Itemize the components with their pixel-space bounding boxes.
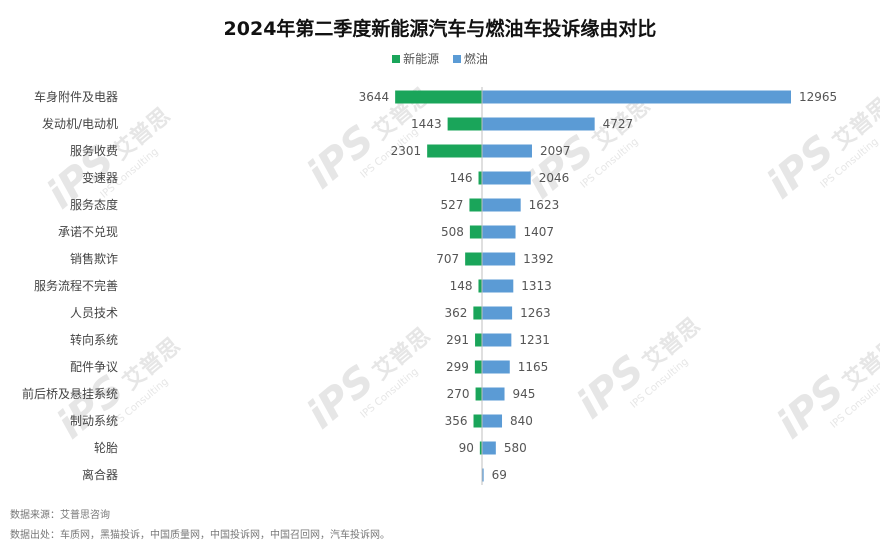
bar-new-energy[interactable] xyxy=(475,333,482,347)
data-label-fuel: 2046 xyxy=(539,171,570,185)
category-label: 制动系统 xyxy=(70,414,118,428)
bar-new-energy[interactable] xyxy=(427,144,482,158)
data-label-new-energy: 1443 xyxy=(411,117,442,131)
bar-fuel[interactable] xyxy=(482,441,496,455)
data-label-fuel: 1263 xyxy=(520,306,551,320)
bar-fuel[interactable] xyxy=(482,144,532,158)
data-label-new-energy: 3644 xyxy=(359,90,390,104)
data-label-new-energy: 299 xyxy=(446,360,469,374)
category-label: 销售欺诈 xyxy=(70,251,118,266)
bar-new-energy[interactable] xyxy=(469,198,482,212)
bar-fuel[interactable] xyxy=(482,225,516,239)
data-label-fuel: 1623 xyxy=(529,198,560,212)
category-label: 离合器 xyxy=(82,467,118,482)
category-label: 配件争议 xyxy=(70,360,118,374)
category-label: 车身附件及电器 xyxy=(34,89,118,104)
bar-new-energy[interactable] xyxy=(473,414,482,428)
data-label-fuel: 1407 xyxy=(524,225,555,239)
data-label-new-energy: 148 xyxy=(450,279,473,293)
legend-label-fuel: 燃油 xyxy=(463,52,488,66)
category-label: 服务收费 xyxy=(70,143,118,158)
footer-origin: 数据出处：车质网，黑猫投诉，中国质量网，中国投诉网，中国召回网，汽车投诉网。 xyxy=(10,530,390,541)
chart-legend: 新能源 燃油 xyxy=(0,50,880,67)
bar-fuel[interactable] xyxy=(482,360,510,374)
data-label-new-energy: 146 xyxy=(450,171,473,185)
bar-fuel[interactable] xyxy=(482,468,484,482)
data-label-fuel: 580 xyxy=(504,441,527,455)
data-label-fuel: 1313 xyxy=(521,279,552,293)
bar-new-energy[interactable] xyxy=(447,117,482,131)
category-label: 轮胎 xyxy=(94,441,118,455)
bar-new-energy[interactable] xyxy=(475,387,482,401)
legend-swatch-new-energy xyxy=(392,55,401,63)
data-label-fuel: 2097 xyxy=(540,144,571,158)
data-label-new-energy: 2301 xyxy=(391,144,422,158)
data-label-new-energy: 291 xyxy=(446,333,469,347)
data-label-new-energy: 270 xyxy=(447,387,470,401)
chart-title: 2024年第二季度新能源汽车与燃油车投诉缘由对比 xyxy=(223,18,657,40)
data-label-new-energy: 362 xyxy=(444,306,467,320)
bar-new-energy[interactable] xyxy=(395,90,482,104)
bar-fuel[interactable] xyxy=(482,414,503,428)
bar-fuel[interactable] xyxy=(482,90,791,104)
footer-source: 数据来源：艾普思咨询 xyxy=(10,510,110,521)
legend-item-new-energy[interactable]: 新能源 xyxy=(392,50,439,67)
legend-swatch-fuel xyxy=(452,55,461,63)
data-label-new-energy: 527 xyxy=(441,198,464,212)
bar-new-energy[interactable] xyxy=(478,279,482,293)
bar-fuel[interactable] xyxy=(482,306,513,320)
category-label: 变速器 xyxy=(82,170,118,185)
bar-fuel[interactable] xyxy=(482,198,521,212)
bar-new-energy[interactable] xyxy=(479,441,482,455)
bar-new-energy[interactable] xyxy=(473,306,482,320)
category-label: 前后桥及悬挂系统 xyxy=(22,386,118,401)
data-label-fuel: 945 xyxy=(513,387,536,401)
bar-fuel[interactable] xyxy=(482,117,595,131)
data-label-fuel: 1231 xyxy=(519,333,550,347)
data-label-fuel: 69 xyxy=(492,468,507,482)
data-label-fuel: 1165 xyxy=(518,360,549,374)
bar-fuel[interactable] xyxy=(482,333,512,347)
data-label-fuel: 1392 xyxy=(523,252,554,266)
category-label: 转向系统 xyxy=(70,332,118,347)
legend-item-fuel[interactable]: 燃油 xyxy=(452,50,488,67)
data-label-fuel: 12965 xyxy=(799,90,837,104)
bar-new-energy[interactable] xyxy=(469,225,482,239)
legend-label-new-energy: 新能源 xyxy=(403,52,440,66)
bar-fuel[interactable] xyxy=(482,252,516,266)
bar-new-energy[interactable] xyxy=(465,252,482,266)
bar-fuel[interactable] xyxy=(482,387,505,401)
data-label-new-energy: 508 xyxy=(441,225,464,239)
bar-fuel[interactable] xyxy=(482,171,531,185)
data-label-fuel: 4727 xyxy=(603,117,634,131)
bar-new-energy[interactable] xyxy=(474,360,482,374)
category-label: 服务态度 xyxy=(70,197,118,212)
category-label: 服务流程不完善 xyxy=(34,278,118,293)
data-label-new-energy: 707 xyxy=(436,252,459,266)
category-label: 发动机/电动机 xyxy=(42,116,118,131)
data-label-fuel: 840 xyxy=(510,414,533,428)
category-label: 承诺不兑现 xyxy=(58,225,118,239)
data-label-new-energy: 90 xyxy=(459,441,474,455)
category-label: 人员技术 xyxy=(70,306,118,320)
data-label-new-energy: 356 xyxy=(445,414,468,428)
bar-new-energy[interactable] xyxy=(478,171,482,185)
bar-fuel[interactable] xyxy=(482,279,514,293)
